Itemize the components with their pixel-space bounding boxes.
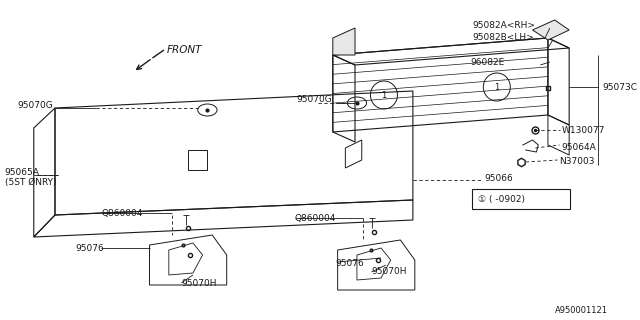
Text: 95082B<LH>: 95082B<LH> xyxy=(473,33,534,42)
Text: A950001121: A950001121 xyxy=(555,306,608,315)
Text: 95065A: 95065A xyxy=(5,167,40,177)
Text: 95066: 95066 xyxy=(484,173,513,182)
Text: Q860004: Q860004 xyxy=(294,213,335,222)
Text: 95070H: 95070H xyxy=(181,278,217,287)
Text: 95076: 95076 xyxy=(336,260,364,268)
Text: 1: 1 xyxy=(494,83,499,92)
Text: Q860004: Q860004 xyxy=(101,209,143,218)
Text: 95064A: 95064A xyxy=(561,142,596,151)
Text: 95073C: 95073C xyxy=(602,83,637,92)
Text: 95070G: 95070G xyxy=(17,100,53,109)
Text: ① ( -0902): ① ( -0902) xyxy=(477,195,525,204)
Polygon shape xyxy=(333,28,355,55)
Text: 95076: 95076 xyxy=(76,244,104,252)
Text: FRONT: FRONT xyxy=(167,45,202,55)
Polygon shape xyxy=(532,20,569,40)
FancyBboxPatch shape xyxy=(472,189,570,209)
Text: (5ST ØNRY): (5ST ØNRY) xyxy=(5,178,56,187)
Text: 1: 1 xyxy=(381,91,387,100)
Text: 96082E: 96082E xyxy=(471,58,505,67)
Text: N37003: N37003 xyxy=(559,156,595,165)
Text: 95070G: 95070G xyxy=(296,94,332,103)
Text: 95070H: 95070H xyxy=(371,268,407,276)
Text: 95082A<RH>: 95082A<RH> xyxy=(473,20,536,29)
Text: W130077: W130077 xyxy=(561,125,605,134)
